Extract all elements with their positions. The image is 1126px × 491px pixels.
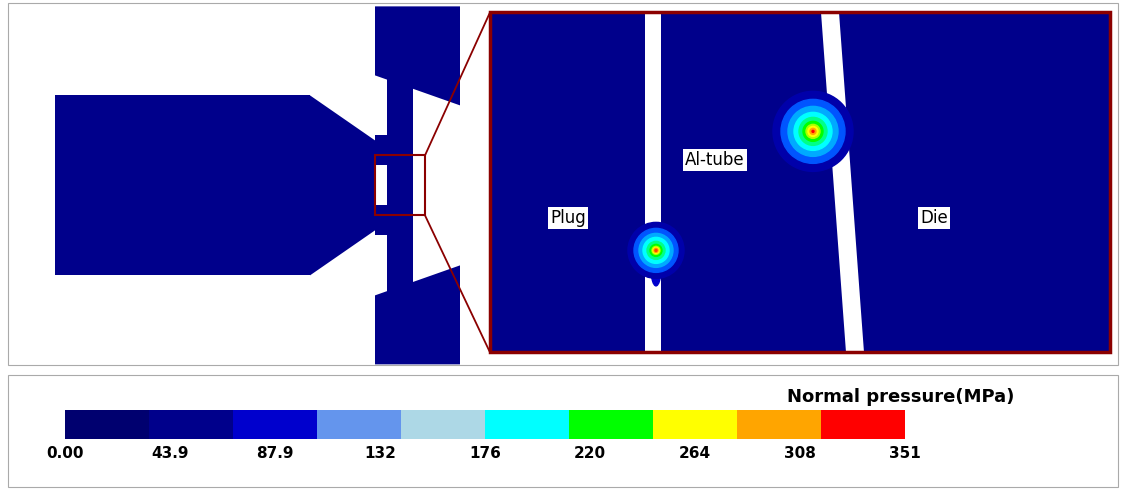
- Bar: [738, 409, 821, 439]
- Circle shape: [781, 99, 844, 164]
- Circle shape: [643, 237, 669, 263]
- Text: 264: 264: [679, 446, 711, 461]
- Circle shape: [806, 124, 820, 138]
- Circle shape: [655, 249, 656, 251]
- Circle shape: [653, 247, 659, 253]
- Polygon shape: [310, 95, 375, 275]
- Bar: [485, 409, 569, 439]
- Polygon shape: [375, 6, 461, 106]
- Text: 176: 176: [470, 446, 501, 461]
- Polygon shape: [821, 12, 864, 353]
- Text: Normal pressure(MPa): Normal pressure(MPa): [787, 388, 1015, 406]
- Text: Al-tube: Al-tube: [685, 151, 744, 169]
- Circle shape: [799, 117, 826, 145]
- Text: 87.9: 87.9: [257, 446, 294, 461]
- Bar: [661, 12, 816, 353]
- Bar: [866, 12, 1110, 353]
- Bar: [569, 409, 653, 439]
- Text: 351: 351: [890, 446, 921, 461]
- Bar: [149, 409, 233, 439]
- Text: 220: 220: [574, 446, 606, 461]
- Text: 308: 308: [784, 446, 816, 461]
- Circle shape: [628, 222, 683, 278]
- Bar: [375, 155, 425, 216]
- Bar: [233, 409, 318, 439]
- Circle shape: [650, 245, 662, 256]
- Ellipse shape: [807, 132, 819, 171]
- Text: Plug: Plug: [549, 209, 586, 227]
- Circle shape: [654, 248, 658, 252]
- Circle shape: [638, 233, 673, 268]
- Circle shape: [652, 246, 660, 254]
- Bar: [490, 12, 1110, 353]
- Circle shape: [794, 112, 832, 150]
- Bar: [401, 409, 485, 439]
- Bar: [65, 409, 149, 439]
- Bar: [821, 409, 905, 439]
- Circle shape: [634, 228, 678, 273]
- Bar: [490, 12, 1110, 353]
- Circle shape: [774, 91, 854, 171]
- Polygon shape: [55, 95, 310, 275]
- Bar: [387, 13, 413, 355]
- Bar: [318, 409, 401, 439]
- Polygon shape: [375, 265, 461, 364]
- Circle shape: [808, 126, 817, 136]
- Bar: [653, 409, 738, 439]
- Circle shape: [812, 131, 814, 133]
- Text: 0.00: 0.00: [46, 446, 83, 461]
- Circle shape: [788, 107, 838, 156]
- Circle shape: [810, 128, 816, 135]
- Ellipse shape: [651, 251, 661, 286]
- Text: Die: Die: [920, 209, 948, 227]
- Text: 132: 132: [364, 446, 396, 461]
- Bar: [375, 136, 400, 165]
- Text: 43.9: 43.9: [151, 446, 189, 461]
- Bar: [490, 12, 645, 353]
- Circle shape: [803, 121, 823, 141]
- Bar: [375, 205, 400, 235]
- Bar: [645, 12, 661, 353]
- Circle shape: [647, 242, 665, 259]
